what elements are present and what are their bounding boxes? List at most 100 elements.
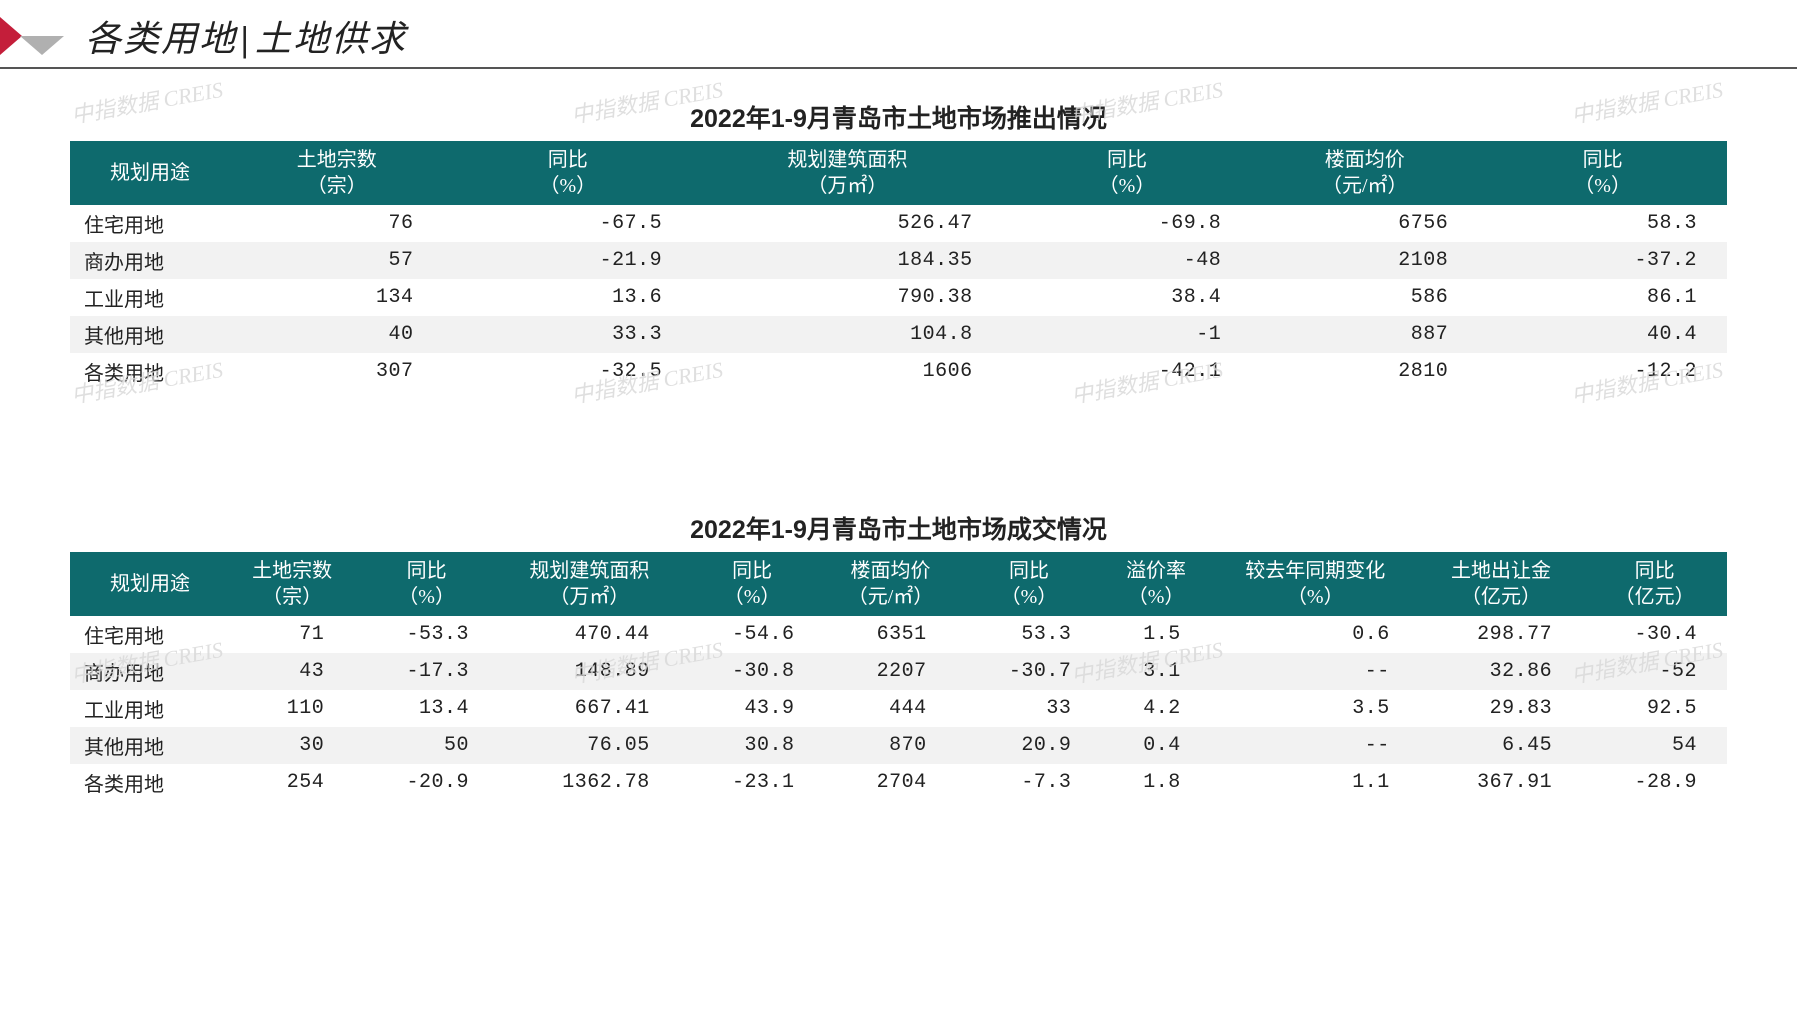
table2-cell: -30.4	[1582, 616, 1727, 653]
table1-cell: 134	[230, 279, 443, 316]
table2-cell: 43.9	[680, 690, 825, 727]
table2-cell: 1.8	[1101, 764, 1210, 801]
table1-body: 住宅用地76-67.5526.47-69.8675658.3商办用地57-21.…	[70, 205, 1727, 390]
table1-cell: 104.8	[692, 316, 1003, 353]
table2-cell: 33	[957, 690, 1102, 727]
table2-cell: 667.41	[499, 690, 680, 727]
table2-cell: 870	[824, 727, 956, 764]
table2-col-10: 同比（亿元）	[1582, 552, 1727, 616]
table2-row: 各类用地254-20.91362.78-23.12704-7.31.81.136…	[70, 764, 1727, 801]
page-header: 各类用地|土地供求	[0, 0, 1797, 69]
table2-cell: -54.6	[680, 616, 825, 653]
table2-col-2: 同比（%）	[354, 552, 499, 616]
table1-cell: 38.4	[1003, 279, 1252, 316]
table1-cell: 790.38	[692, 279, 1003, 316]
table1-row-label: 各类用地	[70, 353, 230, 390]
table2-cell: 54	[1582, 727, 1727, 764]
table1-row-label: 工业用地	[70, 279, 230, 316]
table1-row: 工业用地13413.6790.3838.458686.1	[70, 279, 1727, 316]
table1-cell: 307	[230, 353, 443, 390]
table1-col-6: 同比（%）	[1478, 141, 1727, 205]
table1: 规划用途土地宗数（宗）同比（%）规划建筑面积（万㎡）同比（%）楼面均价（元/㎡）…	[70, 141, 1727, 390]
table2-cell: 0.6	[1211, 616, 1420, 653]
table2-col-0: 规划用途	[70, 552, 230, 616]
table1-cell: 76	[230, 205, 443, 242]
table2-cell: 71	[230, 616, 354, 653]
table1-cell: 57	[230, 242, 443, 279]
table2-row-label: 商办用地	[70, 653, 230, 690]
table2-cell: -17.3	[354, 653, 499, 690]
table2-title: 2022年1-9月青岛市土地市场成交情况	[70, 510, 1727, 546]
table2-row: 商办用地43-17.3148.89-30.82207-30.73.1--32.8…	[70, 653, 1727, 690]
table2-cell: 1362.78	[499, 764, 680, 801]
table1-row: 其他用地4033.3104.8-188740.4	[70, 316, 1727, 353]
table1-cell: -69.8	[1003, 205, 1252, 242]
table2-cell: 4.2	[1101, 690, 1210, 727]
table1-cell: -1	[1003, 316, 1252, 353]
table1-cell: 1606	[692, 353, 1003, 390]
table1-row-label: 住宅用地	[70, 205, 230, 242]
title-part1: 各类用地	[85, 19, 237, 59]
table2-cell: -52	[1582, 653, 1727, 690]
table2-header: 规划用途土地宗数（宗）同比（%）规划建筑面积（万㎡）同比（%）楼面均价（元/㎡）…	[70, 552, 1727, 616]
table1-header: 规划用途土地宗数（宗）同比（%）规划建筑面积（万㎡）同比（%）楼面均价（元/㎡）…	[70, 141, 1727, 205]
table2-cell: 3.5	[1211, 690, 1420, 727]
table1-cell: -42.1	[1003, 353, 1252, 390]
table1-row: 住宅用地76-67.5526.47-69.8675658.3	[70, 205, 1727, 242]
table2-cell: 148.89	[499, 653, 680, 690]
table1-cell: 40.4	[1478, 316, 1727, 353]
table2-col-8: 较去年同期变化（%）	[1211, 552, 1420, 616]
table2-col-5: 楼面均价（元/㎡）	[824, 552, 956, 616]
table1-row: 商办用地57-21.9184.35-482108-37.2	[70, 242, 1727, 279]
table2-row-label: 工业用地	[70, 690, 230, 727]
table2-cell: 2704	[824, 764, 956, 801]
table1-cell: -12.2	[1478, 353, 1727, 390]
table2-cell: 444	[824, 690, 956, 727]
table2-row-label: 住宅用地	[70, 616, 230, 653]
table1-col-4: 同比（%）	[1003, 141, 1252, 205]
table2-cell: 298.77	[1420, 616, 1582, 653]
title-part2: 土地供求	[255, 19, 407, 59]
title-separator: |	[241, 19, 251, 59]
table1-cell: 184.35	[692, 242, 1003, 279]
table2-col-4: 同比（%）	[680, 552, 825, 616]
table2-cell: 2207	[824, 653, 956, 690]
table2-cell: 367.91	[1420, 764, 1582, 801]
table2-cell: 92.5	[1582, 690, 1727, 727]
table1-col-5: 楼面均价（元/㎡）	[1251, 141, 1478, 205]
table1-cell: 86.1	[1478, 279, 1727, 316]
logo-icon	[0, 17, 70, 55]
table1-col-3: 规划建筑面积（万㎡）	[692, 141, 1003, 205]
table1-col-0: 规划用途	[70, 141, 230, 205]
table2-cell: 254	[230, 764, 354, 801]
table2-cell: 29.83	[1420, 690, 1582, 727]
table1-cell: 586	[1251, 279, 1478, 316]
table1-cell: 2810	[1251, 353, 1478, 390]
table2-cell: -7.3	[957, 764, 1102, 801]
table2-body: 住宅用地71-53.3470.44-54.6635153.31.50.6298.…	[70, 616, 1727, 801]
table1-cell: 40	[230, 316, 443, 353]
table1-cell: 887	[1251, 316, 1478, 353]
table2-cell: --	[1211, 653, 1420, 690]
table1-row-label: 其他用地	[70, 316, 230, 353]
table2-cell: -28.9	[1582, 764, 1727, 801]
table2-col-1: 土地宗数（宗）	[230, 552, 354, 616]
page-title: 各类用地|土地供求	[85, 10, 407, 62]
table2-cell: -20.9	[354, 764, 499, 801]
table1-cell: -32.5	[443, 353, 692, 390]
table2-row-label: 各类用地	[70, 764, 230, 801]
table1-cell: 526.47	[692, 205, 1003, 242]
table2-cell: 6351	[824, 616, 956, 653]
table2-cell: 20.9	[957, 727, 1102, 764]
table2-cell: 30.8	[680, 727, 825, 764]
table1-cell: 6756	[1251, 205, 1478, 242]
table1-cell: 58.3	[1478, 205, 1727, 242]
table2-col-3: 规划建筑面积（万㎡）	[499, 552, 680, 616]
table2-cell: 53.3	[957, 616, 1102, 653]
table2-cell: --	[1211, 727, 1420, 764]
table2-row-label: 其他用地	[70, 727, 230, 764]
table1-col-2: 同比（%）	[443, 141, 692, 205]
table2-col-9: 土地出让金（亿元）	[1420, 552, 1582, 616]
table1-cell: 13.6	[443, 279, 692, 316]
table1-row-label: 商办用地	[70, 242, 230, 279]
